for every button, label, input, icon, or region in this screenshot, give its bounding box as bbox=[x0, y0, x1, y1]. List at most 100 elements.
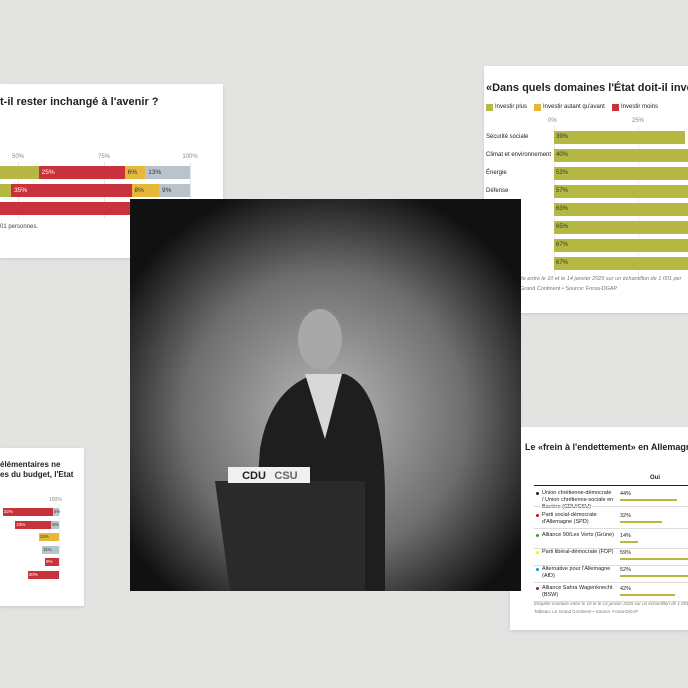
value-label: 44% bbox=[620, 491, 632, 497]
legend-label: Investir moins bbox=[621, 104, 659, 110]
bar-label: 39% bbox=[556, 134, 569, 140]
rule bbox=[534, 506, 688, 507]
tick-label: 75% bbox=[97, 154, 110, 160]
card-title: Le «frein à l'endettement» en Allemagne … bbox=[525, 442, 688, 452]
bar bbox=[554, 203, 688, 216]
bar-segment bbox=[131, 184, 160, 197]
bar-label: 67% bbox=[556, 242, 569, 248]
bar-segment bbox=[2, 508, 53, 516]
category-label: Climat et environnement bbox=[486, 152, 552, 158]
bar-label: 6% bbox=[127, 169, 138, 176]
party-dot bbox=[536, 551, 539, 554]
rule bbox=[534, 565, 688, 566]
podium-text: CDU bbox=[242, 470, 266, 482]
value-label: 32% bbox=[620, 513, 632, 519]
bar-segment bbox=[145, 166, 190, 179]
party-name: Alliance Sahra Wagenknecht (BSW) bbox=[542, 585, 613, 598]
bar-segment bbox=[124, 166, 146, 179]
bar-label: 23% bbox=[16, 521, 26, 527]
value-label: 52% bbox=[620, 567, 632, 573]
grid-line bbox=[59, 504, 60, 578]
party-dot bbox=[536, 534, 539, 537]
bar-segment bbox=[159, 184, 190, 197]
bar bbox=[554, 131, 686, 144]
bar-segment bbox=[15, 520, 52, 529]
card-title: t-il rester inchangé à l'avenir ? bbox=[0, 96, 159, 108]
bar bbox=[554, 167, 688, 180]
note: 01 personnes. bbox=[0, 224, 39, 230]
party-name: Parti libéral-démocrate (FDP) bbox=[542, 549, 614, 555]
legend-swatch bbox=[612, 104, 619, 111]
value-label: 59% bbox=[620, 550, 632, 556]
bar bbox=[554, 149, 688, 162]
bar-segment bbox=[27, 570, 59, 579]
bar-label: 63% bbox=[556, 206, 569, 212]
note: ite entre le 10 et le 14 janvier 2025 su… bbox=[520, 276, 682, 282]
bar bbox=[620, 541, 639, 543]
tick-label: 100% bbox=[182, 154, 198, 160]
bar-label: 40% bbox=[556, 152, 569, 158]
rule bbox=[534, 582, 688, 583]
bar-label: 57% bbox=[556, 188, 569, 194]
rule bbox=[534, 548, 688, 549]
bar-label: 25% bbox=[41, 169, 55, 176]
bar-segment bbox=[51, 520, 59, 529]
category-label: Énergie bbox=[486, 170, 507, 176]
bar-label: 5% bbox=[52, 521, 59, 527]
bar-label: 11% bbox=[42, 546, 52, 552]
grid-line bbox=[554, 126, 555, 276]
party-dot bbox=[536, 492, 539, 495]
party-name: Alternative pour l'Allemagne (AfD) bbox=[542, 566, 611, 579]
tick-label: 50% bbox=[11, 154, 24, 160]
bar-segment bbox=[44, 558, 59, 566]
bar bbox=[554, 221, 688, 234]
bar-segment bbox=[0, 184, 12, 197]
grid-line bbox=[190, 162, 191, 218]
bar-segment bbox=[0, 202, 142, 215]
table-card: Le «frein à l'endettement» en Allemagne … bbox=[510, 427, 688, 630]
rule bbox=[534, 528, 688, 529]
bar bbox=[620, 558, 688, 560]
bar-label: 4% bbox=[53, 509, 61, 514]
bar-label: 53% bbox=[556, 170, 569, 176]
bar-label: 67% bbox=[556, 260, 569, 266]
legend-label: Investir autant qu'avant bbox=[543, 104, 605, 110]
tick-label: 100% bbox=[49, 497, 62, 503]
bar-segment bbox=[41, 545, 59, 554]
party-name: Alliance 90/Les Verts (Grüne) bbox=[542, 532, 614, 538]
bar bbox=[620, 594, 675, 596]
note: Grand Continent • Source: Forsa-DGAP bbox=[520, 286, 618, 292]
card-title: es du budget, l'Etat bbox=[0, 470, 74, 479]
column-header: Oui bbox=[650, 475, 660, 481]
grid-line bbox=[638, 126, 639, 276]
photo: CDU CSU bbox=[130, 199, 521, 591]
party-name: Parti social-démocrate d'Allemagne (SPD) bbox=[542, 512, 597, 525]
bar-segment bbox=[0, 166, 39, 179]
note: Enquête conduite entre le 10 et le 14 ja… bbox=[534, 601, 688, 606]
bar bbox=[620, 575, 688, 577]
category-label: Sécurité sociale bbox=[486, 134, 529, 140]
bar-label: 13% bbox=[39, 534, 49, 539]
bar-label: 13% bbox=[148, 169, 162, 176]
rule bbox=[534, 601, 688, 602]
card-title: élémentaires ne bbox=[0, 460, 61, 469]
bar bbox=[620, 499, 678, 501]
party-dot bbox=[536, 568, 539, 571]
tick-label: 0% bbox=[548, 118, 557, 124]
bar-segment bbox=[11, 184, 132, 197]
bar-label: 35% bbox=[14, 187, 28, 194]
bar-segment bbox=[52, 508, 59, 516]
bar-label: 20% bbox=[28, 571, 38, 577]
legend-swatch bbox=[534, 104, 541, 111]
card-title: «Dans quels domaines l'État doit-il inve… bbox=[486, 82, 688, 94]
rule bbox=[534, 485, 688, 486]
bar bbox=[554, 239, 688, 252]
bar bbox=[554, 257, 688, 270]
chart-card: élémentaires ne es du budget, l'Etat 100% 4… bbox=[0, 448, 84, 606]
bar-label: 65% bbox=[556, 224, 569, 230]
bar-label: 9% bbox=[45, 559, 53, 564]
category-label: Défense bbox=[486, 188, 509, 194]
bar-label: 8% bbox=[134, 187, 144, 194]
value-label: 42% bbox=[620, 586, 632, 592]
